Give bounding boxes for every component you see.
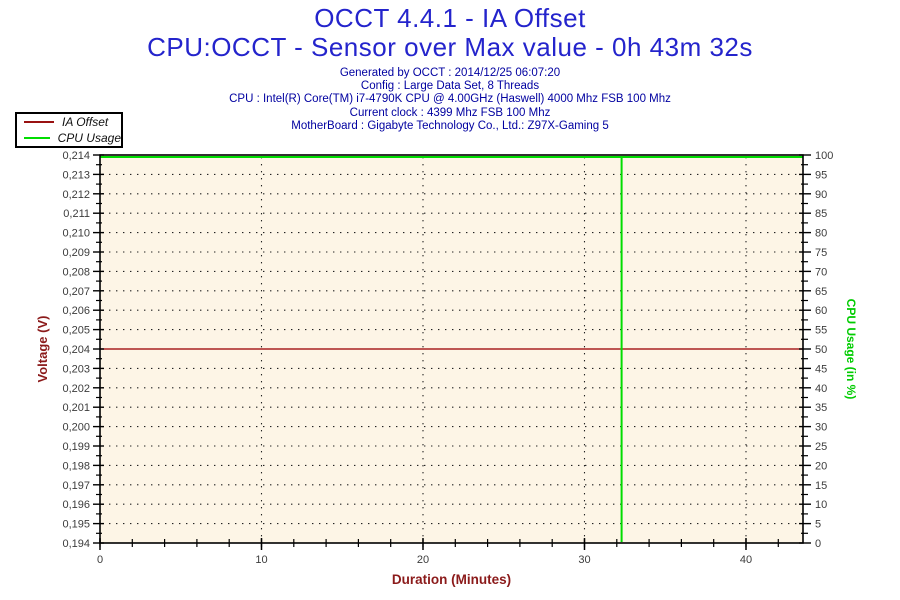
left-axis-tick-label: 0,207 — [62, 286, 90, 298]
info-config: Config : Large Data Set, 8 Threads — [360, 80, 540, 93]
legend-label-cpu-usage: CPU Usage — [57, 131, 121, 145]
right-axis-tick-label: 5 — [815, 519, 821, 531]
right-axis-tick-label: 60 — [815, 305, 827, 317]
legend-label-ia-offset: IA Offset — [62, 115, 109, 129]
legend: IA Offset CPU Usage — [15, 112, 123, 148]
right-axis-tick-label: 15 — [815, 480, 827, 492]
left-axis-tick-label: 0,213 — [62, 169, 90, 181]
right-axis-tick-label: 70 — [815, 266, 827, 278]
left-axis-tick-label: 0,201 — [62, 402, 90, 414]
right-axis-tick-label: 35 — [815, 402, 827, 414]
left-axis-tick-label: 0,209 — [62, 247, 90, 259]
right-axis-tick-label: 90 — [815, 189, 827, 201]
right-axis-tick-label: 55 — [815, 325, 827, 337]
right-axis-tick-label: 95 — [815, 169, 827, 181]
left-axis-tick-label: 0,200 — [62, 422, 90, 434]
x-axis-tick-label: 10 — [255, 554, 267, 566]
x-axis-tick-label: 0 — [97, 554, 103, 566]
x-axis-tick-label: 40 — [740, 554, 752, 566]
info-cpu: CPU : Intel(R) Core(TM) i7-4790K CPU @ 4… — [229, 93, 671, 106]
right-axis-tick-label: 30 — [815, 422, 827, 434]
left-axis-tick-label: 0,196 — [62, 499, 90, 511]
x-axis-title: Duration (Minutes) — [392, 572, 511, 587]
left-axis-tick-label: 0,195 — [62, 519, 90, 531]
legend-item-ia-offset: IA Offset — [17, 114, 121, 130]
left-axis-tick-label: 0,198 — [62, 460, 90, 472]
left-axis-tick-label: 0,205 — [62, 325, 90, 337]
right-axis-tick-label: 40 — [815, 383, 827, 395]
right-axis-tick-label: 0 — [815, 538, 821, 550]
left-axis-tick-label: 0,203 — [62, 363, 90, 375]
info-motherboard: MotherBoard : Gigabyte Technology Co., L… — [291, 119, 609, 132]
info-current-clock: Current clock : 4399 Mhz FSB 100 Mhz — [349, 106, 551, 119]
left-axis-title: Voltage (V) — [35, 316, 50, 383]
right-axis-tick-label: 20 — [815, 460, 827, 472]
x-axis-tick-label: 30 — [578, 554, 590, 566]
page-subtitle: CPU:OCCT - Sensor over Max value - 0h 43… — [147, 32, 753, 62]
header: OCCT 4.4.1 - IA Offset CPU:OCCT - Sensor… — [0, 4, 900, 133]
right-axis-tick-label: 80 — [815, 228, 827, 240]
system-info: Generated by OCCT : 2014/12/25 06:07:20 … — [0, 67, 900, 133]
left-axis-tick-label: 0,204 — [62, 344, 90, 356]
left-axis-tick-label: 0,197 — [62, 480, 90, 492]
x-axis-tick-label: 20 — [417, 554, 429, 566]
right-axis-tick-label: 100 — [815, 150, 833, 162]
right-axis-tick-label: 45 — [815, 363, 827, 375]
series-cpu-usage — [100, 156, 803, 542]
info-generated: Generated by OCCT : 2014/12/25 06:07:20 — [339, 67, 561, 79]
right-axis-tick-label: 85 — [815, 208, 827, 220]
legend-item-cpu-usage: CPU Usage — [17, 130, 121, 146]
left-axis-tick-label: 0,194 — [62, 538, 90, 550]
left-axis-tick-label: 0,211 — [63, 208, 90, 220]
right-axis-tick-label: 25 — [815, 441, 827, 453]
left-axis-tick-label: 0,210 — [62, 228, 90, 240]
left-axis-tick-label: 0,208 — [62, 266, 90, 278]
right-axis-tick-label: 75 — [815, 247, 827, 259]
right-axis-tick-label: 50 — [815, 344, 827, 356]
right-axis-title: CPU Usage (in %) — [844, 299, 858, 400]
left-axis-tick-label: 0,214 — [62, 150, 90, 162]
left-axis-tick-label: 0,206 — [62, 305, 90, 317]
left-axis-tick-label: 0,202 — [62, 383, 90, 395]
page-title: OCCT 4.4.1 - IA Offset — [314, 3, 586, 33]
ia-offset-line-swatch — [24, 121, 54, 123]
left-axis-tick-label: 0,199 — [62, 441, 90, 453]
cpu-usage-line-swatch — [24, 137, 50, 139]
right-axis-tick-label: 65 — [815, 286, 827, 298]
right-axis-tick-label: 10 — [815, 499, 827, 511]
left-axis-tick-label: 0,212 — [62, 189, 90, 201]
